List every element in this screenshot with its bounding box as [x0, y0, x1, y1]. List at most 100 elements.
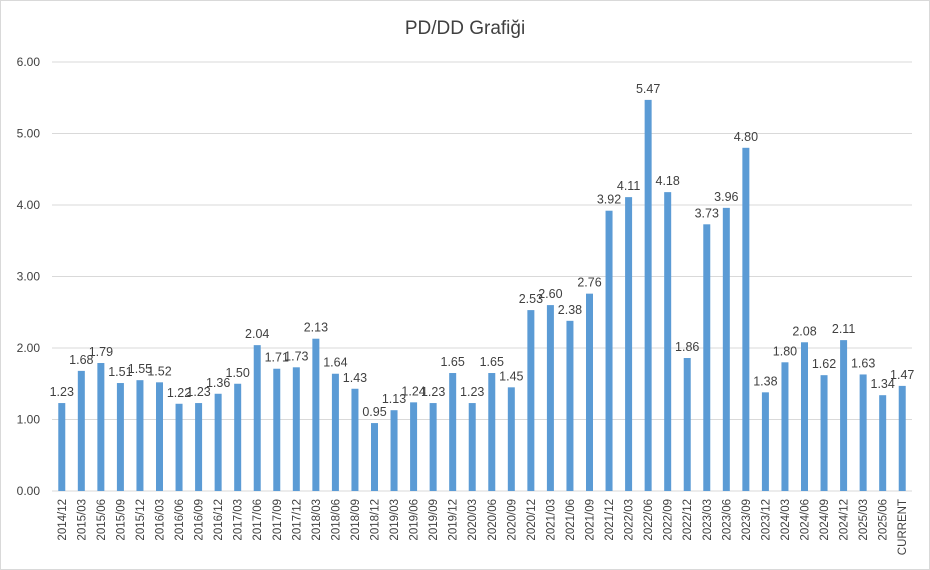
data-label: 1.63	[851, 356, 875, 370]
x-tick-label: 2016/06	[174, 499, 186, 541]
x-tick-label: 2024/06	[800, 499, 812, 541]
y-tick-label: 6.00	[17, 55, 41, 69]
data-label: 1.22	[167, 386, 191, 400]
x-tick-label: 2022/06	[643, 499, 655, 541]
data-label: 2.13	[304, 321, 328, 335]
x-tick-label: 2019/09	[428, 499, 440, 541]
x-tick-label: 2023/03	[702, 499, 714, 541]
bar	[116, 383, 124, 491]
x-tick-label: 2025/06	[878, 499, 890, 541]
data-label: 1.43	[343, 371, 367, 385]
bar	[625, 197, 633, 491]
data-label: 2.08	[792, 324, 816, 338]
data-label: 1.65	[480, 355, 504, 369]
x-tick-label: 2016/03	[155, 499, 167, 541]
data-label: 5.47	[636, 82, 660, 96]
bar	[507, 387, 515, 491]
bar	[156, 382, 163, 491]
bar	[488, 373, 496, 491]
data-label: 1.50	[226, 366, 250, 380]
data-label: 2.11	[832, 322, 855, 336]
x-tick-label: 2023/12	[760, 499, 772, 541]
data-label: 1.65	[441, 355, 465, 369]
bar	[546, 305, 554, 491]
bar	[97, 363, 105, 491]
bar	[586, 293, 593, 491]
bar	[527, 310, 535, 491]
bar	[801, 342, 808, 491]
bar	[742, 147, 750, 492]
x-tick-label: 2016/09	[194, 499, 206, 541]
bar	[136, 380, 144, 491]
x-tick-label: 2017/06	[252, 499, 264, 541]
y-tick-label: 2.00	[17, 341, 41, 355]
data-label: 1.47	[890, 368, 914, 382]
bar	[859, 374, 867, 491]
bar	[664, 192, 672, 491]
data-label: 1.24	[401, 384, 425, 398]
bar	[605, 210, 613, 491]
data-label: 4.80	[734, 130, 758, 144]
bar	[898, 385, 906, 491]
data-label: 1.13	[382, 392, 406, 406]
y-tick-label: 4.00	[17, 198, 41, 212]
bar	[840, 340, 848, 491]
x-tick-label: 2022/09	[663, 499, 675, 541]
x-tick-label: 2017/03	[233, 499, 245, 541]
data-label: 0.95	[362, 405, 386, 419]
x-tick-label: 2016/12	[213, 499, 225, 541]
data-label: 1.51	[108, 365, 132, 379]
x-tick-label: 2018/09	[350, 499, 362, 541]
bar	[195, 403, 203, 491]
x-tick-label: 2025/03	[858, 499, 870, 541]
data-label: 1.45	[499, 369, 523, 383]
x-tick-label: 2018/06	[330, 499, 342, 541]
data-label: 1.36	[206, 376, 230, 390]
x-tick-label: 2020/03	[467, 499, 479, 541]
bar	[234, 383, 242, 491]
x-tick-label: CURRENT	[897, 499, 909, 555]
x-tick-label: 2015/03	[76, 499, 88, 541]
data-label: 3.92	[597, 193, 621, 207]
bar	[566, 320, 574, 491]
x-tick-label: 2015/06	[96, 499, 108, 541]
x-tick-label: 2019/06	[409, 499, 421, 541]
x-tick-label: 2020/12	[526, 499, 538, 541]
bar	[312, 338, 320, 491]
bar	[273, 368, 281, 491]
x-tick-label: 2021/03	[545, 499, 557, 541]
x-tick-label: 2024/09	[819, 499, 831, 541]
bar	[703, 224, 711, 491]
data-label: 2.04	[245, 327, 269, 341]
bar	[644, 99, 652, 492]
bar	[214, 393, 222, 491]
x-tick-label: 2017/09	[272, 499, 284, 541]
chart-title: PD/DD Grafiği	[404, 18, 526, 39]
bar	[410, 402, 418, 491]
data-label: 3.73	[695, 206, 719, 220]
bar	[722, 207, 730, 492]
x-tick-label: 2015/09	[115, 499, 127, 541]
bar	[781, 362, 789, 491]
x-tick-label: 2018/03	[311, 499, 323, 541]
data-label: 1.23	[186, 385, 210, 399]
y-tick-label: 1.00	[17, 413, 41, 427]
y-tick-label: 3.00	[17, 270, 41, 284]
data-label: 1.23	[460, 385, 484, 399]
bar	[761, 392, 769, 491]
data-label: 1.79	[89, 345, 113, 359]
bar	[175, 403, 183, 491]
bar	[77, 370, 85, 491]
x-tick-label: 2015/12	[135, 499, 147, 541]
data-label: 4.18	[656, 174, 680, 188]
data-label: 2.38	[558, 303, 582, 317]
x-tick-label: 2017/12	[291, 499, 303, 541]
x-tick-label: 2024/12	[839, 499, 851, 541]
x-tick-label: 2018/12	[370, 499, 382, 541]
data-label: 2.60	[538, 287, 562, 301]
x-tick-label: 2021/09	[585, 499, 597, 541]
bar	[390, 410, 398, 491]
bar	[331, 373, 339, 491]
y-tick-label: 0.00	[17, 484, 41, 498]
